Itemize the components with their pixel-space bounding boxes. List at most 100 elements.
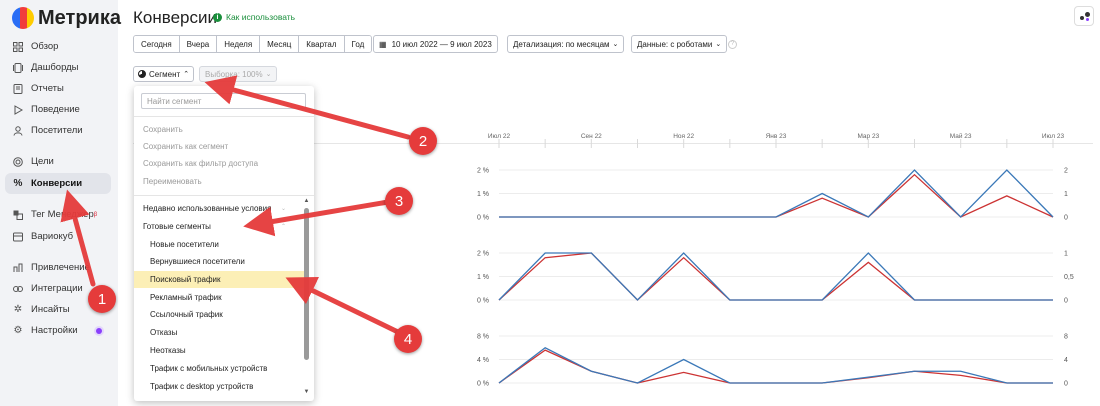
- target-icon: [13, 156, 23, 167]
- segment-item-returning-visitors[interactable]: Вернувшиеся посетители: [150, 257, 245, 266]
- recent-conditions-section[interactable]: Недавно использованные условия ⌄: [134, 200, 304, 217]
- detail-select[interactable]: Детализация: по месяцам ⌄: [507, 35, 625, 53]
- y-right-tick-label: 0: [1064, 381, 1068, 388]
- sidebar-item-label: Обзор: [31, 41, 59, 52]
- chevron-up-icon: ⌃: [280, 224, 286, 230]
- y-left-tick-label: 1 %: [477, 191, 489, 198]
- sidebar-item-behavior[interactable]: Поведение: [5, 99, 111, 120]
- rename-action[interactable]: Переименовать: [143, 177, 202, 186]
- attraction-icon: [13, 263, 23, 273]
- sidebar-item-conversions[interactable]: % Конверсии: [5, 173, 111, 194]
- segment-item-new-visitors[interactable]: Новые посетители: [150, 240, 219, 249]
- y-left-tick-label: 2 %: [477, 168, 489, 175]
- variocube-icon: [13, 232, 23, 242]
- save-action[interactable]: Сохранить: [143, 125, 183, 134]
- sidebar-item-label: Интеграции: [31, 283, 83, 294]
- segment-item-bounces[interactable]: Отказы: [150, 328, 178, 337]
- save-as-access-filter-action[interactable]: Сохранить как фильтр доступа: [143, 159, 259, 168]
- y-right-tick-label: 8: [1064, 334, 1068, 341]
- series-line-blue: [498, 252, 1053, 301]
- sidebar-item-variocube[interactable]: Вариокуб: [5, 226, 111, 247]
- segment-item-referral-traffic[interactable]: Ссылочный трафик: [150, 310, 223, 319]
- sidebar-item-visitors[interactable]: Посетители: [5, 120, 111, 141]
- annotation-badge-4: 4: [394, 325, 422, 353]
- howto-label: Как использовать: [226, 12, 296, 22]
- sidebar-item-label: Вариокуб: [31, 231, 74, 242]
- chart-top-rule: [133, 143, 1093, 144]
- sidebar-item-label: Отчеты: [31, 83, 64, 94]
- help-icon[interactable]: ?: [728, 40, 737, 49]
- period-selector: Сегодня Вчера Неделя Месяц Квартал Год: [133, 35, 373, 53]
- sidebar-item-dashboards[interactable]: Дашборды: [5, 57, 111, 78]
- period-month-button[interactable]: Месяц: [260, 36, 300, 52]
- date-range-button[interactable]: ▦ 10 июл 2022 — 9 июл 2023: [373, 35, 498, 53]
- dropdown-scrollbar[interactable]: ▲ ▼: [303, 198, 310, 398]
- y-right-tick-label: 1: [1064, 251, 1068, 258]
- assistant-button[interactable]: [1074, 6, 1094, 26]
- sidebar-item-insights[interactable]: ✲ Инсайты: [5, 299, 111, 320]
- sidebar-item-label: Инсайты: [31, 304, 70, 315]
- reports-icon: [13, 83, 23, 94]
- segment-item-desktop-traffic[interactable]: Трафик с desktop устройств: [150, 382, 254, 391]
- segment-search-input[interactable]: [141, 93, 306, 109]
- y-right-tick-label: 0: [1064, 215, 1068, 222]
- x-tick-label: Июл 23: [1041, 133, 1065, 140]
- sidebar-item-integrations[interactable]: Интеграции: [5, 278, 111, 299]
- annotation-badge-3: 3: [385, 187, 413, 215]
- segment-item-ad-traffic[interactable]: Рекламный трафик: [150, 293, 222, 302]
- sidebar-item-label: Поведение: [31, 104, 80, 115]
- info-icon: i: [213, 12, 222, 22]
- segment-item-search-traffic[interactable]: Поисковый трафик: [134, 271, 304, 288]
- chevron-down-icon: ⌄: [612, 41, 619, 48]
- x-tick-label: Сен 22: [580, 133, 602, 140]
- segment-label: Сегмент: [149, 69, 181, 79]
- data-label: Данные: с роботами: [637, 39, 713, 49]
- y-left-tick-label: 8 %: [477, 334, 489, 341]
- y-left-tick-label: 2 %: [477, 251, 489, 258]
- play-icon: [13, 104, 23, 115]
- segment-item-non-bounces[interactable]: Неотказы: [150, 346, 186, 355]
- logo-text: Метрика: [38, 6, 121, 29]
- annotation-badge-1: 1: [88, 285, 116, 313]
- insights-icon: ✲: [13, 304, 23, 315]
- segment-dropdown: Сохранить Сохранить как сегмент Сохранит…: [134, 86, 314, 401]
- y-right-tick-label: 1: [1064, 191, 1068, 198]
- sidebar-item-label: Конверсии: [31, 178, 83, 189]
- period-year-button[interactable]: Год: [344, 36, 372, 52]
- sidebar-item-label: Привлечение: [31, 262, 90, 273]
- metrika-logo-icon: [12, 7, 34, 29]
- sidebar-item-attraction[interactable]: Привлечение: [5, 257, 111, 278]
- chevron-down-icon: ⌄: [280, 206, 286, 212]
- howto-link[interactable]: i Как использовать: [213, 12, 295, 22]
- sidebar-item-overview[interactable]: Обзор: [5, 36, 111, 57]
- segment-button[interactable]: Сегмент ⌃: [133, 66, 195, 82]
- scroll-thumb[interactable]: [304, 208, 309, 360]
- y-left-tick-label: 4 %: [477, 357, 489, 364]
- sidebar-item-label: Цели: [31, 156, 54, 167]
- scroll-up-icon[interactable]: ▲: [303, 198, 310, 204]
- sidebar-item-settings[interactable]: ⚙ Настройки: [5, 320, 111, 341]
- y-left-tick-label: 0 %: [477, 298, 489, 305]
- data-select[interactable]: Данные: с роботами ⌄: [631, 35, 728, 53]
- chevron-down-icon: ⌄: [715, 41, 722, 48]
- section-label: Недавно использованные условия: [143, 204, 272, 213]
- period-today-button[interactable]: Сегодня: [134, 36, 180, 52]
- scroll-down-icon[interactable]: ▼: [303, 389, 310, 395]
- notification-dot: [96, 328, 102, 334]
- save-as-segment-action[interactable]: Сохранить как сегмент: [143, 142, 229, 151]
- period-week-button[interactable]: Неделя: [217, 36, 261, 52]
- page-title: Конверсии: [133, 8, 217, 27]
- segment-item-mobile-traffic[interactable]: Трафик с мобильных устройств: [150, 364, 268, 373]
- integration-icon: [13, 284, 23, 294]
- sidebar-item-reports[interactable]: Отчеты: [5, 78, 111, 99]
- x-tick-label: Янв 23: [765, 133, 787, 140]
- period-quarter-button[interactable]: Квартал: [299, 36, 345, 52]
- sidebar-item-goals[interactable]: Цели: [5, 151, 111, 172]
- ready-segments-section[interactable]: Готовые сегменты ⌃: [134, 218, 304, 235]
- chevron-down-icon: ⌄: [265, 71, 272, 78]
- logo[interactable]: Метрика: [12, 6, 121, 30]
- gear-icon: ⚙: [13, 325, 23, 336]
- period-yesterday-button[interactable]: Вчера: [179, 36, 218, 52]
- grid-icon: [13, 41, 23, 52]
